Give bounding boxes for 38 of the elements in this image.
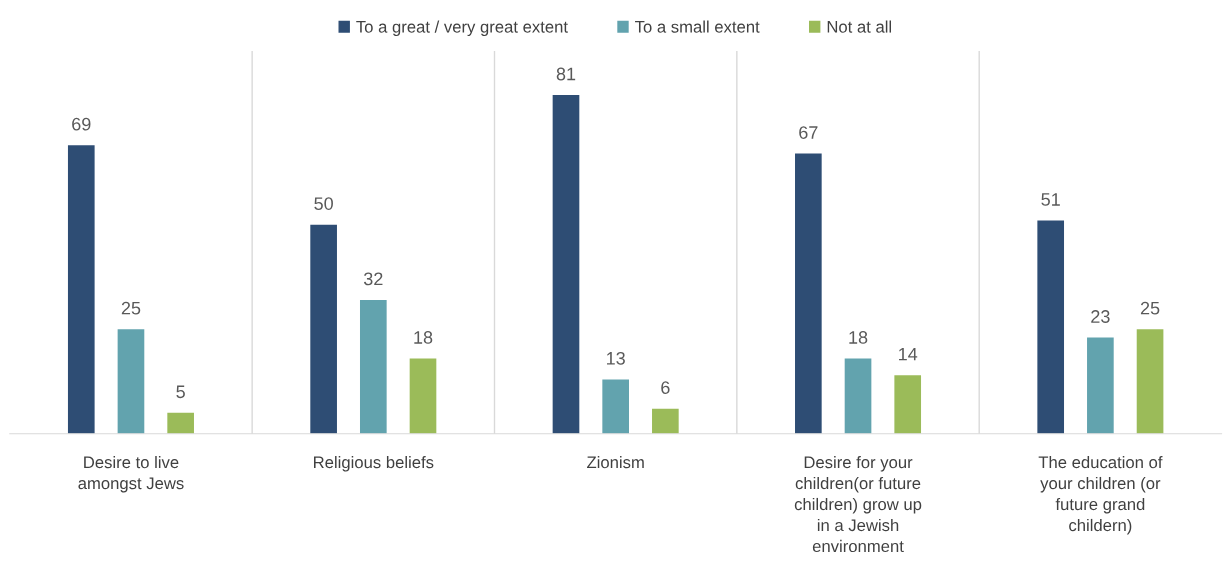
bar: [795, 153, 822, 434]
bar: [67, 145, 95, 434]
data-label: 25: [121, 301, 141, 315]
data-label: 14: [899, 347, 918, 361]
legend-label: To a great / very great extent: [356, 20, 568, 37]
bar: [602, 379, 629, 434]
bar: [844, 358, 872, 434]
bar: [167, 412, 194, 434]
bar: [359, 299, 387, 434]
bar: [1037, 220, 1065, 434]
data-label: 67: [799, 126, 818, 139]
bar: [1136, 329, 1164, 434]
bar: [310, 224, 337, 434]
data-label: 5: [176, 385, 185, 399]
data-label: 81: [556, 67, 576, 81]
bar: [552, 95, 580, 434]
x-tick-label: Desire to live amongst Jews: [78, 455, 184, 493]
legend-label: To a small extent: [635, 20, 760, 33]
data-label: 32: [363, 272, 383, 286]
bar: [117, 329, 145, 434]
data-label: 25: [1140, 301, 1160, 315]
bar: [894, 375, 922, 434]
x-tick-label: Desire for your children(or future children) grow up in a Jewish environment: [794, 455, 922, 553]
data-label: 51: [1041, 193, 1060, 206]
data-label: 18: [849, 331, 868, 344]
x-tick-label: Zionism: [587, 455, 644, 469]
bar: [409, 358, 437, 434]
bar: [1087, 337, 1114, 434]
data-label: 13: [607, 351, 625, 365]
data-label: 50: [314, 197, 333, 210]
x-tick-label: Religious beliefs: [314, 455, 434, 472]
data-label: 69: [72, 117, 91, 131]
data-label: 6: [661, 381, 670, 394]
legend-label: Not at all: [827, 20, 892, 33]
data-label: 18: [414, 331, 433, 344]
x-tick-label: The education of your children (or future grand childern): [1038, 455, 1163, 535]
bar: [652, 408, 679, 434]
data-label: 23: [1091, 310, 1110, 323]
